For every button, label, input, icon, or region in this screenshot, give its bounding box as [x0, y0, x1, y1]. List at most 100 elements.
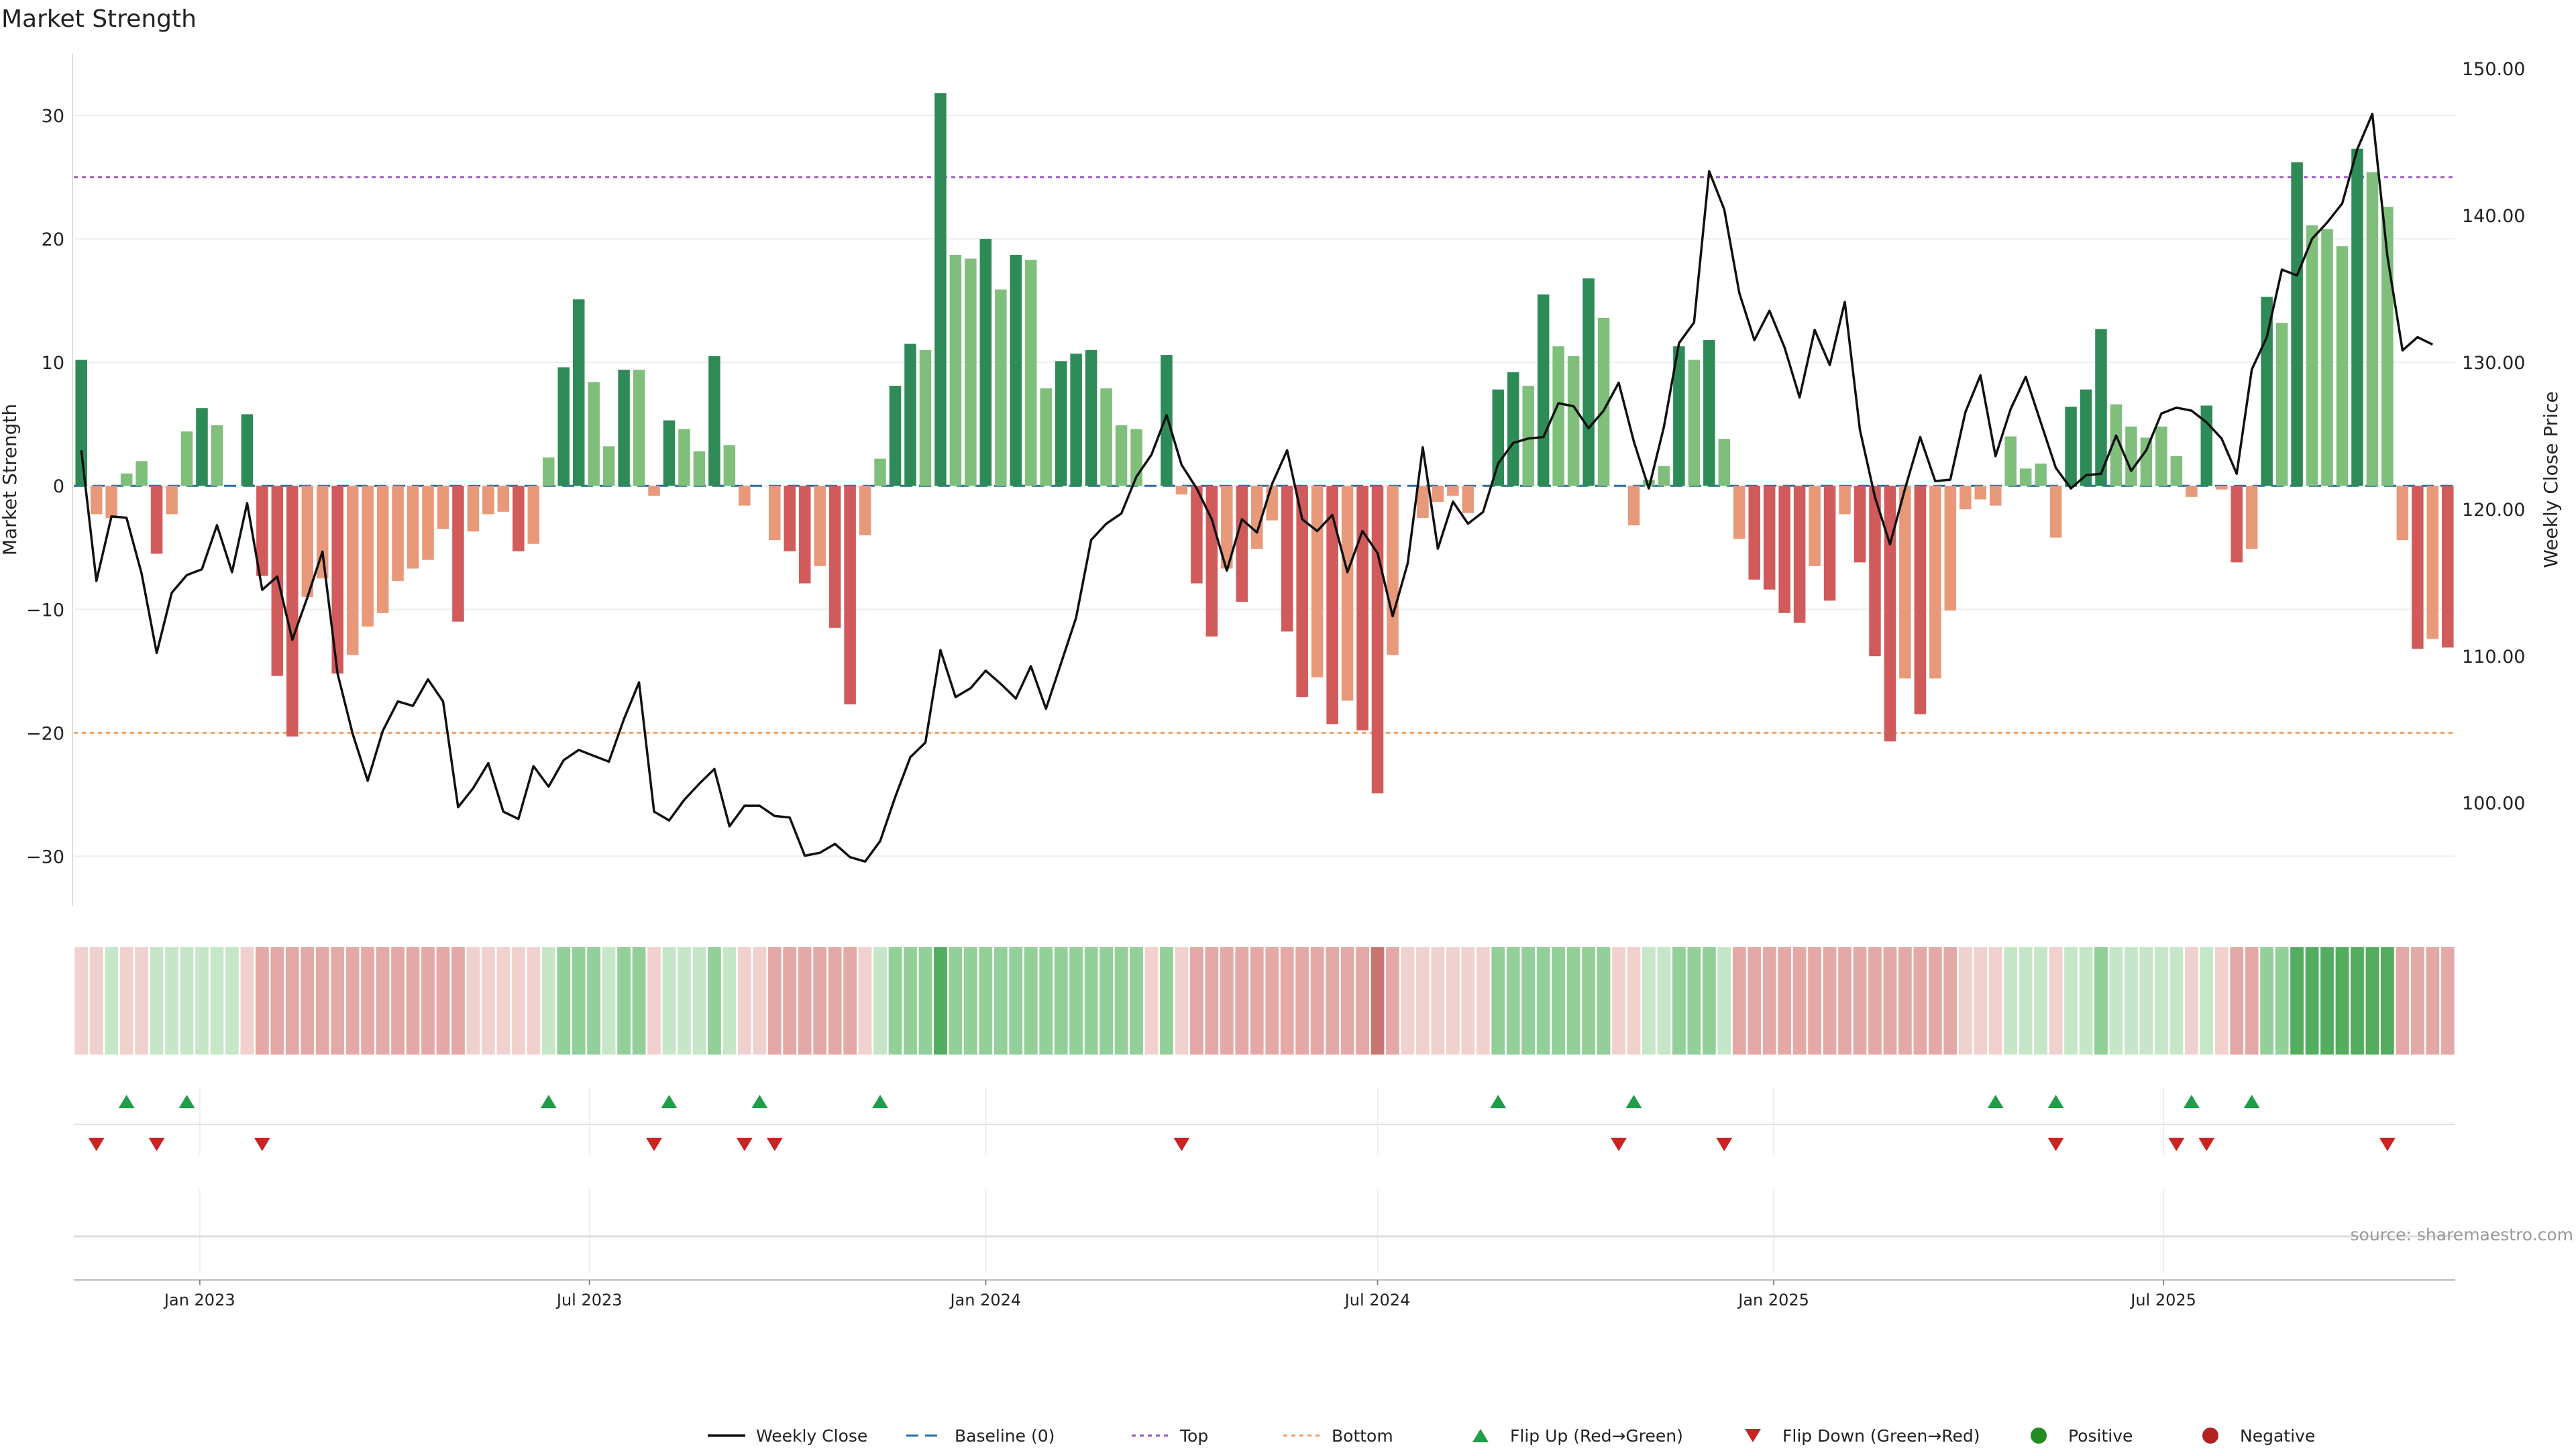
negative-bar	[1778, 486, 1790, 613]
positive-bar	[2155, 426, 2167, 486]
flip-down-marker	[2168, 1138, 2185, 1151]
legend-label: Flip Up (Red→Green)	[1510, 1426, 1683, 1446]
negative-bar	[513, 486, 525, 551]
heat-strip-cell	[1295, 947, 1309, 1055]
positive-bar	[979, 239, 992, 486]
negative-bar	[331, 486, 343, 674]
legend-label: Negative	[2240, 1426, 2315, 1446]
heat-strip-cell	[1386, 947, 1399, 1055]
heat-strip-cell	[511, 947, 525, 1055]
positive-bar	[2080, 389, 2092, 486]
heat-strip-cell	[406, 947, 420, 1055]
negative-bar	[1854, 486, 1866, 563]
heat-strip-cell	[361, 947, 375, 1055]
heat-strip-cell	[1958, 947, 1972, 1055]
heat-strip-cell	[1431, 947, 1445, 1055]
heat-strip-cell	[376, 947, 390, 1055]
heat-strip-cell	[2440, 947, 2455, 1055]
x-tick-label: Jul 2024	[1344, 1291, 1411, 1309]
heat-strip-cell	[89, 947, 103, 1055]
heat-strip-cell	[285, 947, 299, 1055]
negative-bar	[1296, 486, 1308, 697]
heat-strip-cell	[2260, 947, 2274, 1055]
positive-bar	[633, 370, 645, 486]
negative-bar	[2245, 486, 2258, 549]
heat-strip-cell	[692, 947, 706, 1055]
heat-strip-cell	[1461, 947, 1475, 1055]
positive-bar	[1688, 360, 1701, 486]
heat-strip-cell	[2426, 947, 2440, 1055]
positive-bar	[2140, 437, 2153, 486]
negative-bar	[376, 486, 389, 613]
negative-bar	[828, 486, 841, 628]
positive-bar	[934, 93, 947, 486]
legend-label: Bottom	[1332, 1426, 1393, 1446]
negative-bar	[392, 486, 404, 581]
flip-up-marker	[2047, 1095, 2064, 1108]
positive-bar	[874, 458, 886, 486]
axes: 30 20 10 0 −10 −20 −30 150.00 140.00 130.00 120.00…	[26, 54, 2525, 906]
heat-strip-cell	[481, 947, 495, 1055]
negative-bar	[301, 486, 314, 597]
heat-strip-cell	[436, 947, 450, 1055]
heat-strip-cell	[119, 947, 133, 1055]
heat-strip-cell	[150, 947, 164, 1055]
positive-bar	[2125, 426, 2137, 486]
legend-item: Weekly Close	[708, 1426, 867, 1446]
heat-strip-cell	[1190, 947, 1203, 1055]
heat-strip-cell	[2351, 947, 2364, 1055]
negative-bar	[1960, 486, 1972, 510]
heat-strip-cell	[632, 947, 646, 1055]
date-axis: Jan 2023 Jul 2023 Jan 2024 Jul 2024 Jan 2025…	[74, 1189, 2455, 1309]
heat-strip-cell	[1808, 947, 1821, 1055]
positive-bar	[889, 386, 902, 486]
heat-strip-cell	[180, 947, 194, 1055]
flip-up-marker	[1987, 1095, 2004, 1108]
heat-strip-cell	[858, 947, 872, 1055]
positive-bar	[1070, 354, 1082, 486]
positive-bar	[1055, 361, 1067, 486]
heat-strip-cell	[1597, 947, 1611, 1055]
heat-strip-cell	[1778, 947, 1792, 1055]
heat-strip-cell	[1552, 947, 1566, 1055]
legend-label: Flip Down (Green→Red)	[1782, 1426, 1980, 1446]
positive-bar	[2170, 456, 2183, 486]
heat-strip-cell	[1340, 947, 1354, 1055]
flip-down-marker	[1716, 1138, 1733, 1151]
heat-strip-cell	[934, 947, 947, 1055]
heat-strip-cell	[708, 947, 721, 1055]
positive-bar	[708, 356, 720, 486]
negative-bar	[316, 486, 329, 579]
heat-strip-cell	[1702, 947, 1716, 1055]
heat-strip-cell	[255, 947, 269, 1055]
negative-bar	[1462, 486, 1474, 513]
positive-bar	[2261, 297, 2273, 486]
negative-bar	[784, 486, 796, 551]
y-right-tick-label: 130.00	[2462, 353, 2525, 374]
heat-strip-cell	[2019, 947, 2033, 1055]
negative-bar	[1839, 486, 1851, 515]
negative-bar	[2215, 486, 2228, 490]
heat-strip-cell	[1612, 947, 1625, 1055]
y-axis-right-label: Weekly Close Price	[2540, 391, 2562, 568]
y-right-tick-label: 110.00	[2462, 647, 2525, 667]
heat-strip-cell	[1823, 947, 1837, 1055]
x-tick-label: Jan 2024	[949, 1291, 1021, 1309]
weekly-close-line	[80, 113, 2434, 863]
heat-strip-cell	[2335, 947, 2349, 1055]
heat-strip-cell	[647, 947, 661, 1055]
flip-up-marker	[178, 1095, 195, 1108]
positive-bar	[1492, 389, 1505, 486]
flip-up-marker	[1625, 1095, 1642, 1108]
positive-bar	[75, 360, 87, 486]
heat-strip-cell	[1913, 947, 1927, 1055]
negative-bar	[497, 486, 510, 512]
heat-strip-cell	[1536, 947, 1550, 1055]
heat-strip-cell	[1642, 947, 1656, 1055]
heat-strip-cell	[888, 947, 902, 1055]
heat-strip-cell	[301, 947, 315, 1055]
heat-strip-cell	[828, 947, 842, 1055]
positive-bar	[949, 255, 962, 486]
negative-bar	[105, 486, 117, 519]
